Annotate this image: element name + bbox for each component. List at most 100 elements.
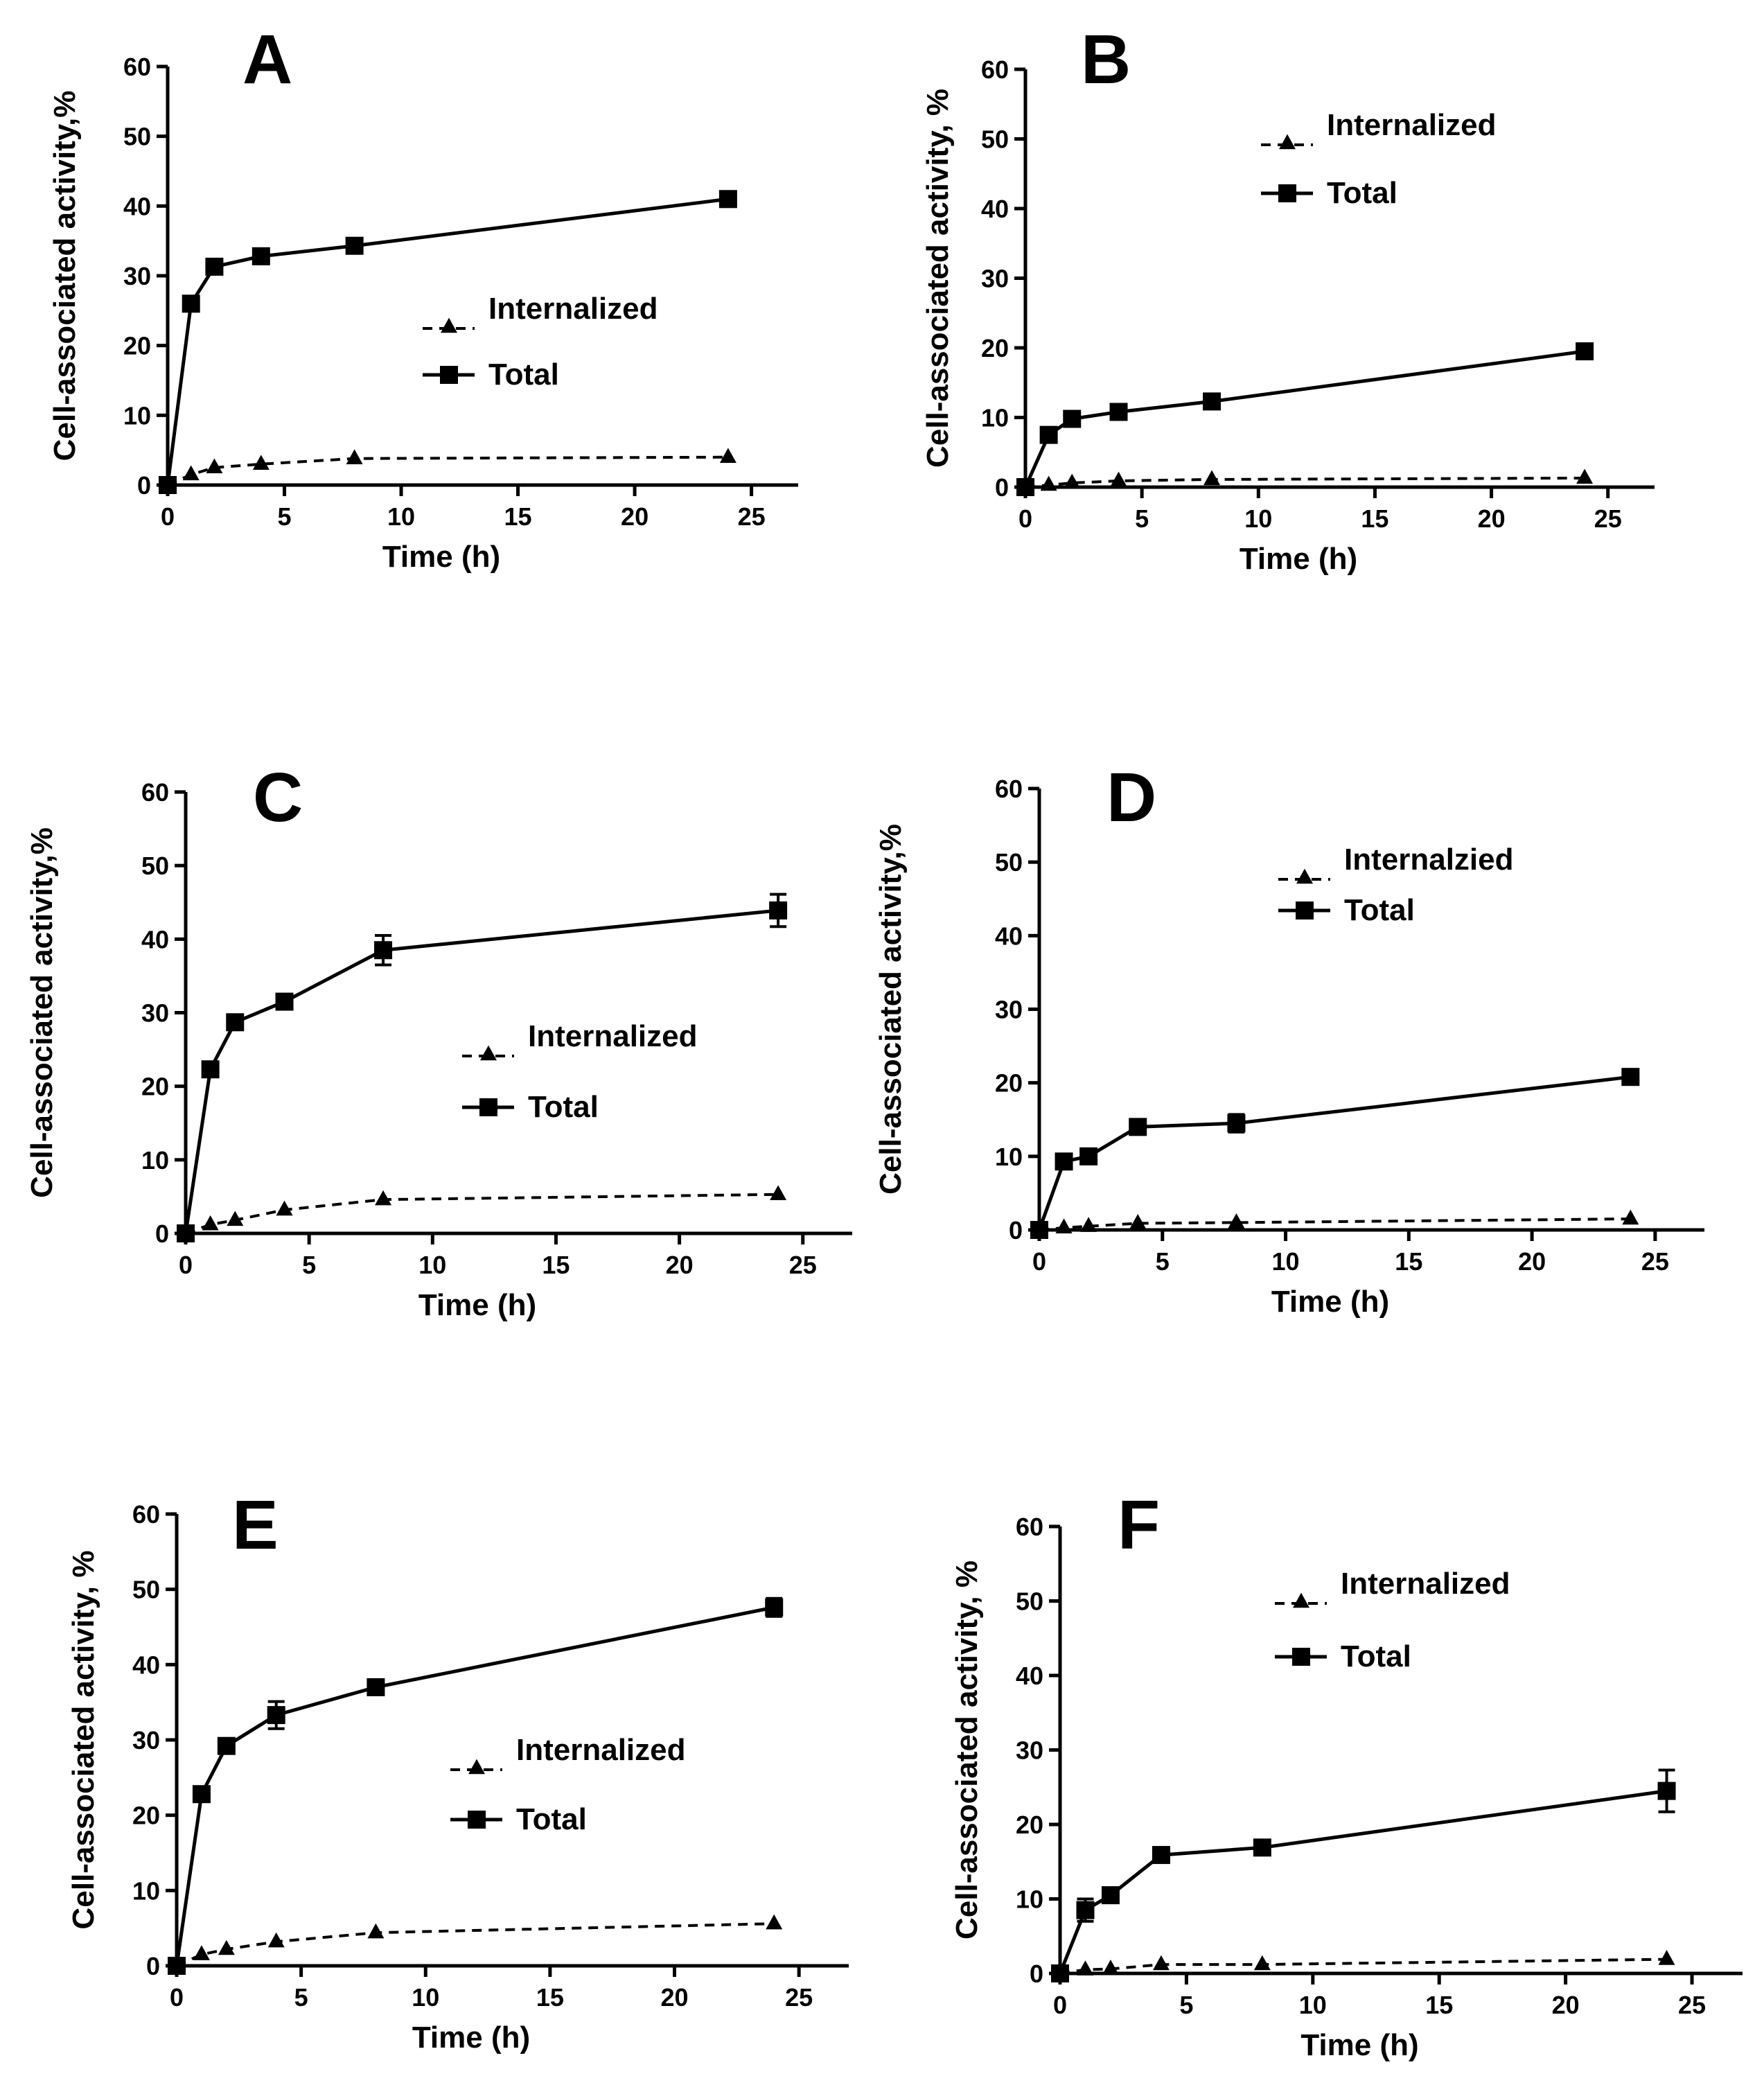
x-tick-label: 15 [542, 1251, 570, 1279]
x-tick-label: 10 [1272, 1247, 1300, 1276]
y-tick-label: 30 [132, 1726, 160, 1754]
x-tick-label: 5 [302, 1251, 316, 1279]
legend: Internalized Total [423, 292, 658, 391]
data-point-internalized [206, 458, 223, 474]
y-tick-label: 0 [137, 471, 151, 500]
data-point-total [1621, 1068, 1640, 1086]
y-axis-title: Cell-associated activity, % [67, 1551, 100, 1930]
legend-square-marker [479, 1098, 497, 1116]
y-tick-label: 60 [141, 778, 169, 807]
data-point-total [1657, 1781, 1676, 1800]
data-point-total [1016, 478, 1034, 496]
x-tick-label: 10 [1244, 504, 1272, 533]
legend-square-marker [468, 1811, 486, 1829]
data-point-total [1076, 1901, 1095, 1919]
x-tick-label: 15 [504, 502, 532, 531]
legend: Internalized Total [450, 1733, 686, 1836]
data-point-internalized [346, 449, 363, 464]
legend-label-total: Total [1327, 176, 1397, 210]
data-point-total [1079, 1147, 1098, 1165]
data-point-total [367, 1678, 385, 1696]
data-point-internalized [1203, 470, 1221, 486]
legend-triangle-marker [1279, 134, 1296, 150]
data-point-total [1055, 1152, 1073, 1171]
chart-panel-a: 0 10 20 30 40 50 60 0 5 10 15 20 25 Time (h) Cell-asso… [48, 21, 798, 574]
x-tick-label: 10 [418, 1251, 446, 1279]
data-point-total [182, 294, 200, 313]
y-tick-label: 0 [146, 1952, 160, 1980]
x-tick-label: 10 [387, 502, 415, 531]
legend-label-total: Total [1344, 893, 1415, 927]
series-line-internalized [167, 455, 728, 486]
data-point-internalized [1253, 1955, 1271, 1971]
y-tick-label: 20 [981, 334, 1009, 362]
y-tick-label: 40 [132, 1651, 160, 1679]
x-tick-label: 25 [1678, 1991, 1706, 2019]
y-tick-label: 60 [132, 1500, 160, 1529]
y-axis-title: Cell-associated activity,% [25, 827, 59, 1198]
y-tick-label: 10 [981, 404, 1009, 432]
x-tick-label: 5 [1135, 504, 1149, 533]
legend: Internalzied Total [1278, 843, 1514, 927]
y-tick-label: 20 [141, 1073, 169, 1101]
legend-label-total: Total [528, 1090, 599, 1124]
y-tick-label: 10 [132, 1876, 160, 1905]
y-tick-label: 30 [995, 996, 1023, 1024]
legend-label-internalized: Internalzied [1344, 843, 1514, 877]
data-point-internalzied [1080, 1217, 1097, 1232]
x-tick-label: 15 [1395, 1247, 1422, 1276]
legend: Internalized Total [1275, 1567, 1510, 1673]
legend-square-marker [1292, 1648, 1310, 1666]
y-tick-label: 60 [1016, 1513, 1043, 1541]
data-point-total [1576, 342, 1594, 361]
data-point-total [267, 1706, 285, 1725]
y-tick-label: 0 [1030, 1960, 1043, 1988]
data-point-internalized [267, 1932, 285, 1948]
chart-panel-f: 0 10 20 30 40 50 60 0 5 10 15 20 25 Time (h) Cell-asso… [950, 1486, 1743, 2062]
series-line-internalized [1059, 1957, 1667, 1975]
panel-letter: C [253, 759, 303, 836]
data-point-total [217, 1736, 236, 1755]
data-point-total [168, 1957, 186, 1975]
data-point-internalzied [1228, 1213, 1245, 1229]
x-tick-label: 15 [1361, 504, 1388, 533]
y-tick-label: 30 [981, 265, 1009, 293]
series-line-total [166, 197, 729, 486]
x-tick-label: 5 [1156, 1247, 1170, 1276]
data-point-total [1063, 410, 1082, 428]
legend-triangle-marker [1293, 1592, 1309, 1608]
data-point-total [769, 901, 788, 920]
x-tick-label: 5 [1179, 1991, 1193, 2019]
y-tick-label: 40 [141, 925, 169, 953]
data-point-internalized [1658, 1950, 1675, 1965]
x-tick-label: 5 [294, 1983, 308, 2012]
data-point-total [1051, 1964, 1069, 1982]
series-line-total [1037, 1075, 1631, 1231]
legend-label-internalized: Internalized [1327, 108, 1497, 142]
x-axis-title: Time (h) [1240, 542, 1357, 576]
legend-square-marker [1296, 901, 1314, 920]
data-point-internalized [252, 455, 270, 470]
legend-square-marker [440, 366, 458, 384]
data-point-total [1253, 1838, 1271, 1857]
y-axis-title: Cell-associated activity, % [950, 1560, 984, 1939]
y-tick-label: 20 [1016, 1811, 1043, 1839]
y-tick-label: 60 [123, 53, 151, 81]
y-tick-label: 50 [123, 123, 151, 151]
series-line-total [184, 908, 779, 1234]
y-tick-label: 50 [141, 852, 169, 880]
data-point-internalized [1152, 1955, 1170, 1971]
y-tick-label: 40 [995, 922, 1023, 950]
y-tick-label: 30 [141, 999, 169, 1028]
panel-letter: D [1106, 759, 1156, 836]
x-tick-label: 5 [278, 502, 292, 531]
series-line-internalized [185, 1193, 779, 1235]
y-tick-label: 50 [981, 125, 1009, 154]
data-point-internalzied [1622, 1209, 1639, 1225]
x-tick-label: 0 [179, 1251, 193, 1279]
legend-square-marker [1278, 184, 1296, 202]
panel-letter: E [232, 1486, 279, 1564]
data-point-total [1203, 392, 1221, 411]
x-tick-label: 20 [1552, 1991, 1580, 2019]
data-point-internalized [1077, 1960, 1094, 1976]
